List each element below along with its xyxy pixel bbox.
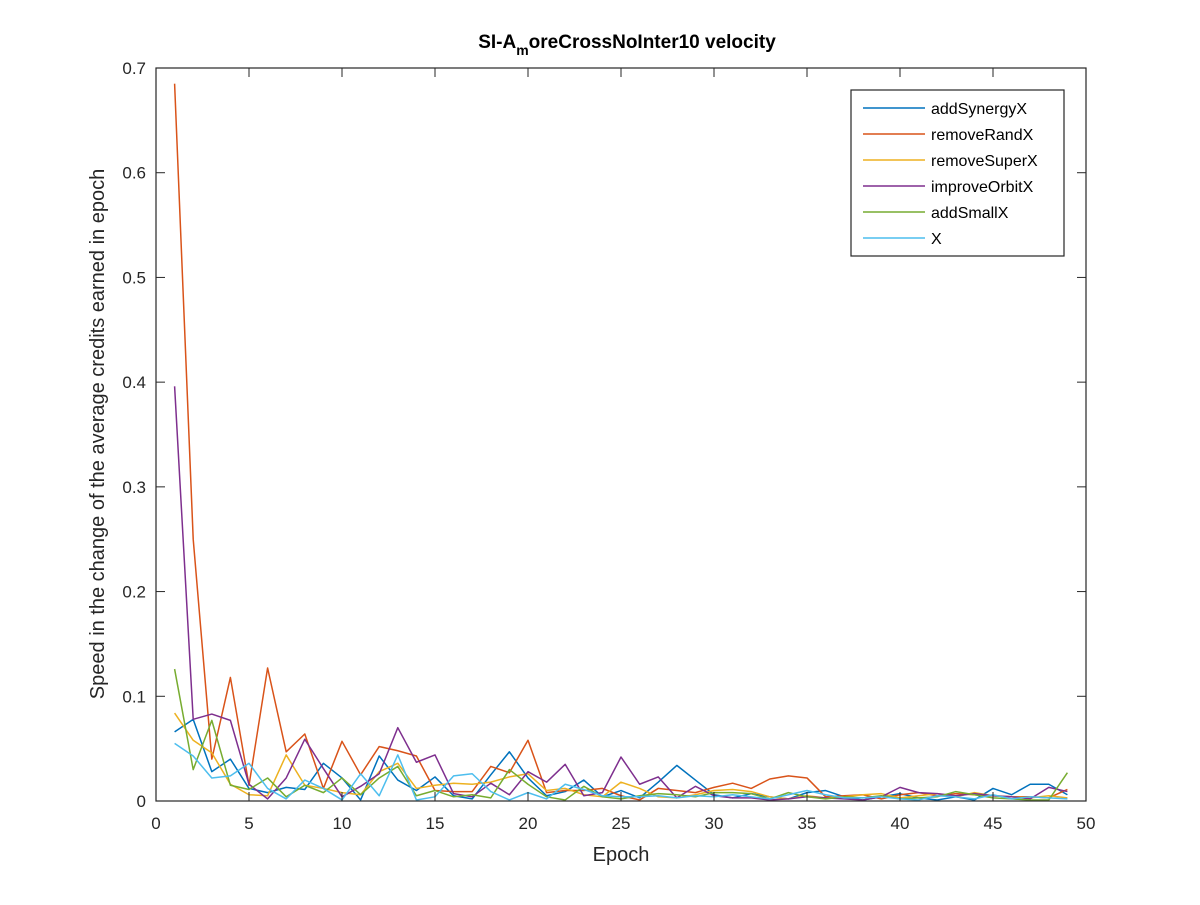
x-tick-label: 20: [519, 814, 538, 833]
x-tick-label: 50: [1077, 814, 1096, 833]
chart-title-subscript: m: [516, 42, 528, 58]
chart-title: SI-AmoreCrossNoInter10 velocity: [478, 32, 776, 58]
chart-title-prefix: SI-A: [478, 32, 516, 53]
legend-label-removeRandX: removeRandX: [931, 127, 1034, 144]
y-tick-label: 0.1: [122, 687, 146, 706]
y-tick-label: 0.6: [122, 164, 146, 183]
y-tick-label: 0.2: [122, 583, 146, 602]
x-tick-label: 15: [426, 814, 445, 833]
y-tick-label: 0: [137, 792, 146, 811]
legend-label-addSynergyX: addSynergyX: [931, 101, 1027, 118]
series-layer: [173, 83, 1069, 801]
y-tick-label: 0.3: [122, 478, 146, 497]
x-tick-label: 40: [891, 814, 910, 833]
legend-label-removeSuperX: removeSuperX: [931, 153, 1038, 170]
x-tick-label: 0: [151, 814, 160, 833]
x-axis-label: Epoch: [593, 844, 650, 866]
legend-box: [850, 89, 1065, 257]
x-tick-label: 10: [333, 814, 352, 833]
legend-label-addSmallX: addSmallX: [931, 205, 1009, 222]
legend: addSynergyX removeRandX removeSuperX improv…: [850, 89, 1065, 257]
series-line-improveOrbitX: [173, 386, 1068, 801]
y-tick-label: 0.7: [122, 59, 146, 78]
legend-label-X: X: [931, 231, 942, 248]
y-tick-label: 0.5: [122, 268, 146, 287]
y-axis-label: Speed in the change of the average credi…: [87, 169, 109, 699]
axes-layer: 0 5 10 15 20 25 30 35 40 45 50 0 0.1 0.2 0.3 0.4 0.5 0.6 0…: [122, 59, 1095, 833]
legend-label-improveOrbitX: improveOrbitX: [931, 179, 1034, 196]
x-tick-label: 30: [705, 814, 724, 833]
x-tick-label: 45: [984, 814, 1003, 833]
y-tick-label: 0.4: [122, 373, 146, 392]
x-tick-label: 5: [244, 814, 253, 833]
x-tick-label: 25: [612, 814, 631, 833]
chart-title-suffix: oreCrossNoInter10 velocity: [529, 32, 777, 53]
x-tick-label: 35: [798, 814, 817, 833]
